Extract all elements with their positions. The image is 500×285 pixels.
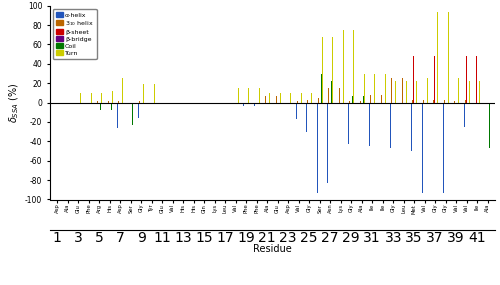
Bar — [476, 56, 477, 103]
Bar — [406, 81, 407, 103]
Bar — [296, 101, 298, 103]
Bar — [469, 81, 470, 103]
Bar — [332, 37, 334, 103]
Bar — [80, 93, 82, 103]
Bar — [343, 30, 344, 103]
Y-axis label: $\delta_{SSA}$ (%): $\delta_{SSA}$ (%) — [8, 82, 21, 123]
Bar — [306, 103, 307, 132]
Bar — [243, 103, 244, 105]
Bar — [259, 88, 260, 103]
Bar — [301, 93, 302, 103]
Bar — [290, 93, 292, 103]
Bar — [91, 93, 92, 103]
Bar — [307, 100, 308, 103]
Bar — [322, 37, 323, 103]
Bar — [363, 96, 364, 103]
Bar — [416, 81, 418, 103]
Bar — [154, 84, 155, 103]
Bar — [248, 88, 250, 103]
Bar — [458, 78, 460, 103]
Bar — [138, 103, 139, 118]
Bar — [100, 103, 102, 110]
Bar — [369, 103, 370, 146]
Bar — [316, 103, 318, 193]
Bar — [238, 88, 239, 103]
Bar — [488, 103, 490, 148]
Bar — [111, 103, 112, 110]
Bar — [385, 74, 386, 103]
Bar — [139, 101, 140, 103]
Bar — [391, 78, 392, 103]
Bar — [390, 103, 391, 148]
Bar — [122, 78, 124, 103]
Bar — [338, 88, 340, 103]
Bar — [349, 101, 350, 103]
Bar — [118, 101, 120, 103]
Bar — [328, 88, 329, 103]
Bar — [348, 103, 349, 144]
Bar — [413, 56, 414, 103]
Legend: α-helix, 3$_{10}$ helix, β-sheet, β-bridge, Coil, Turn: α-helix, 3$_{10}$ helix, β-sheet, β-brid… — [53, 9, 96, 59]
Bar — [132, 103, 133, 125]
Bar — [321, 74, 322, 103]
Bar — [112, 91, 113, 103]
Bar — [97, 101, 98, 103]
Bar — [434, 56, 435, 103]
Bar — [448, 13, 449, 103]
Bar — [422, 100, 424, 103]
Bar — [464, 100, 466, 103]
Bar — [433, 100, 434, 103]
Bar — [454, 101, 455, 103]
Bar — [380, 95, 382, 103]
Bar — [117, 103, 118, 128]
Bar — [280, 93, 281, 103]
Bar — [427, 78, 428, 103]
Bar — [327, 103, 328, 183]
Bar — [352, 96, 354, 103]
Bar — [442, 103, 444, 193]
Bar — [411, 103, 412, 151]
Bar — [108, 101, 109, 103]
Bar — [412, 100, 413, 103]
Bar — [364, 74, 365, 103]
Bar — [374, 74, 376, 103]
Bar — [265, 96, 266, 103]
X-axis label: Residue: Residue — [253, 244, 292, 254]
Bar — [370, 95, 371, 103]
